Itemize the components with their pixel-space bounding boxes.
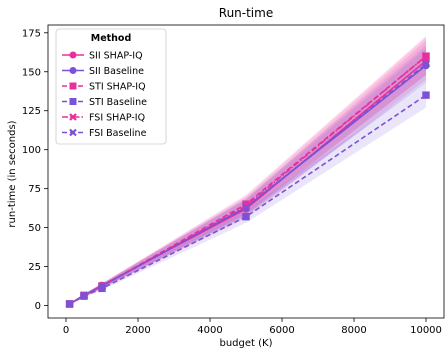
y-tick-label: 0 [35,301,41,312]
legend-label: SII SHAP-IQ [89,51,143,62]
x-tick-label: 0 [63,325,69,336]
plot-frame [47,24,445,319]
x-tick-label: 8000 [341,325,366,336]
data-point [422,52,430,61]
y-tick-label: 125 [22,106,41,117]
x-axis-ticks: 0 2000 4000 6000 8000 10000 [63,318,442,336]
legend-item: SII SHAP-IQ [62,51,143,62]
y-tick-label: 25 [28,262,41,273]
y-tick-label: 100 [22,145,41,156]
y-tick-label: 150 [22,67,41,78]
x-tick-label: 2000 [125,325,150,336]
legend-label: FSI SHAP-IQ [89,113,145,124]
legend-box [55,28,167,145]
x-tick-label: 4000 [197,325,222,336]
data-point [69,51,77,59]
legend-label: FSI Baseline [89,128,147,139]
chart-title: Run-time [219,6,273,20]
data-point [80,291,88,300]
data-point [69,98,77,105]
series-line [69,63,427,305]
y-axis-ticks: 0 25 50 75 100 125 150 175 [22,28,48,312]
data-point [98,282,106,291]
data-point [69,67,77,74]
data-point [422,59,430,68]
data-point [69,113,77,121]
legend-item: FSI SHAP-IQ [62,113,145,124]
legend-item: STI Baseline [62,97,147,108]
legend-label: STI SHAP-IQ [89,82,146,93]
data-point [242,212,250,221]
legend: Method SII SHAP-IQ SII Baseline STI SHAP-IQ… [55,28,167,145]
data-point [242,203,250,212]
data-point [65,299,74,308]
x-axis-label: budget (K) [220,338,273,349]
data-point [69,82,77,90]
data-point [422,91,430,99]
data-point [69,128,77,137]
x-tick-label: 6000 [269,325,294,336]
data-point [422,61,430,70]
legend-item: SII Baseline [62,66,144,77]
series-markers [65,52,430,308]
x-tick-label: 10000 [410,325,442,336]
legend-item: FSI Baseline [62,128,147,139]
legend-item: STI SHAP-IQ [62,82,146,93]
y-tick-label: 175 [22,28,41,39]
data-point [242,201,250,210]
legend-title: Method [91,33,132,44]
legend-label: SII Baseline [89,66,144,77]
y-tick-label: 50 [28,223,41,234]
y-tick-label: 75 [28,184,41,195]
legend-label: STI Baseline [89,97,147,108]
y-axis-label: run-time (in seconds) [7,120,18,227]
